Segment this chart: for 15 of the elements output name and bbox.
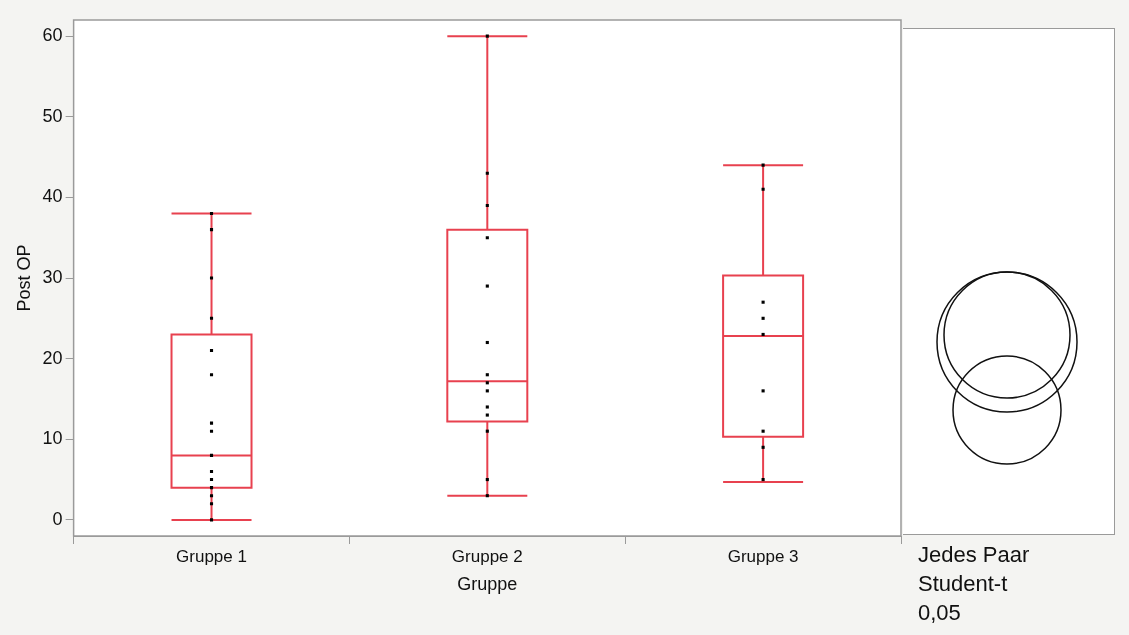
text: Student-t <box>918 570 1009 598</box>
text: Jedes Paar <box>918 541 1030 569</box>
y-tick-label: 30 <box>42 266 63 287</box>
x-tick-label: Gruppe 2 <box>451 546 523 566</box>
y-tick-label: 10 <box>42 428 63 449</box>
y-tick-label: 50 <box>42 105 63 126</box>
y-tick-label: 0 <box>52 508 63 529</box>
x-tick-label: Gruppe 3 <box>727 546 799 566</box>
text: 0,05 <box>918 599 962 627</box>
y-axis-title: Post OP <box>13 244 34 312</box>
x-tick-label: Gruppe 1 <box>176 546 247 566</box>
y-tick-label: 40 <box>42 186 63 207</box>
x-axis-title: Gruppe <box>457 574 518 595</box>
y-tick-label: 60 <box>42 25 63 46</box>
y-tick-label: 20 <box>42 347 63 368</box>
